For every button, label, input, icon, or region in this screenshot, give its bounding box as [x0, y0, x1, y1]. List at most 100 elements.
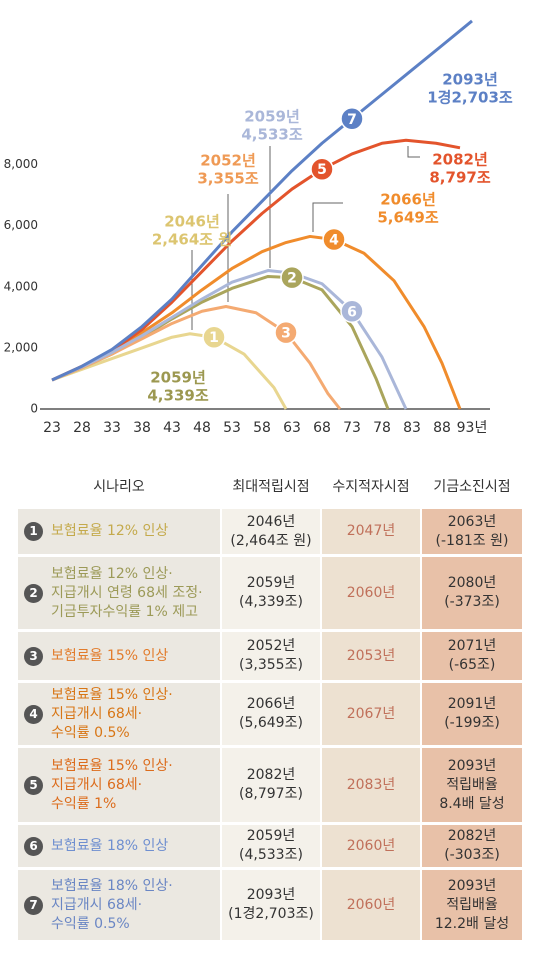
peak-cell: 2059년 (4,339조): [222, 557, 320, 629]
x-tick-label: 53: [223, 420, 241, 436]
x-tick-label: 78: [373, 420, 391, 436]
x-tick-label: 38: [133, 420, 151, 436]
peak-line: 2093년: [246, 887, 296, 903]
scenario-number: 7: [24, 895, 43, 915]
series-line: [51, 19, 473, 382]
depletion-text: 2082년 (-303조): [444, 827, 500, 865]
scenario-line: 지급개시 68세·: [51, 776, 143, 793]
peak-text: 2059년 (4,339조): [239, 574, 303, 612]
depletion-text: 2093년 적립배율 8.4배 달성: [439, 757, 504, 814]
depletion-cell: 2071년 (-65조): [422, 632, 522, 680]
peak-line: 2059년: [246, 575, 296, 591]
scenario-number: 4: [24, 704, 43, 724]
annotation: 2082년: [432, 151, 488, 169]
annotation: 5,649조: [377, 209, 438, 227]
peak-text: 2066년 (5,649조): [239, 695, 303, 733]
table: 시나리오 최대적립시점 수지적자시점 기금소진시점 1 보험료율 12% 인상 2046년 (…: [18, 470, 522, 940]
scenario-cell: 6 보험료율 18% 인상: [18, 825, 220, 867]
annotation: 2066년: [380, 191, 436, 209]
depletion-line: 2080년: [447, 575, 497, 591]
peak-line: 2082년: [246, 767, 296, 783]
scenario-text: 보험료율 12% 인상: [51, 522, 168, 541]
leader-line: [312, 202, 343, 232]
depletion-text: 2063년 (-181조 원): [436, 513, 509, 551]
x-tick-label: 23: [43, 420, 61, 436]
annotation: 4,339조: [147, 387, 208, 405]
scenario-text: 보험료율 12% 인상· 지급개시 연령 68세 조정· 기금투자수익률 1% 제고: [51, 565, 203, 622]
annotation: 2093년: [442, 71, 498, 89]
depletion-cell: 2093년 적립배율 12.2배 달성: [422, 870, 522, 940]
deficit-cell: 2053년: [322, 632, 420, 680]
scenario-text: 보험료율 18% 인상· 지급개시 68세· 수익률 0.5%: [51, 877, 173, 934]
scenario-number: 2: [24, 583, 43, 603]
annotation: 2,464조 원: [152, 231, 232, 249]
series-line: [51, 332, 288, 410]
series-line: [51, 138, 461, 382]
legend-label: 6: [347, 304, 357, 320]
peak-line: 2059년: [246, 828, 296, 844]
column-header: 최대적립시점: [222, 470, 320, 506]
depletion-cell: 2080년 (-373조): [422, 557, 522, 629]
series-marker: [340, 107, 364, 131]
x-tick-label: 93년: [457, 420, 488, 436]
deficit-cell: 2083년: [322, 748, 420, 822]
x-tick-label: 33: [103, 420, 121, 436]
depletion-line: (-199조): [444, 715, 500, 731]
y-tick-label: 0: [30, 402, 38, 416]
scenario-line: 수익률 1%: [51, 795, 117, 812]
peak-line: (4,339조): [239, 594, 303, 610]
annotation: 1경2,703조: [427, 89, 513, 107]
depletion-cell: 2082년 (-303조): [422, 825, 522, 867]
series-marker: [340, 299, 364, 323]
series-line: [51, 234, 462, 410]
x-tick-label: 28: [73, 420, 91, 436]
y-tick-label: 2,000: [4, 340, 38, 354]
deficit-cell: 2060년: [322, 557, 420, 629]
scenario-cell: 4 보험료율 15% 인상· 지급개시 68세· 수익률 0.5%: [18, 683, 220, 745]
deficit-cell: 2060년: [322, 825, 420, 867]
series-marker: [310, 157, 334, 181]
peak-line: 2066년: [246, 696, 296, 712]
annotation: 8,797조: [429, 169, 490, 187]
scenario-text: 보험료율 15% 인상: [51, 647, 168, 666]
scenario-line: 보험료율 15% 인상·: [51, 757, 173, 774]
scenario-number: 1: [24, 522, 43, 541]
peak-line: 2052년: [246, 638, 296, 654]
depletion-line: 2082년: [447, 828, 497, 844]
peak-line: (4,533조): [239, 847, 303, 863]
peak-cell: 2093년 (1경2,703조): [222, 870, 320, 940]
depletion-line: (-181조 원): [435, 532, 509, 549]
scenario-text: 보험료율 18% 인상: [51, 837, 168, 856]
depletion-line: 2091년: [447, 696, 497, 712]
depletion-line: 2093년: [447, 877, 497, 894]
series-marker: [274, 320, 298, 345]
scenario-line: 기금투자수익률 1% 제고: [51, 603, 199, 620]
x-tick-label: 88: [433, 420, 451, 436]
depletion-line: 2063년: [447, 513, 497, 530]
scenario-number: 5: [24, 775, 43, 795]
y-tick-label: 4,000: [4, 279, 38, 293]
scenario-line: 지급개시 68세·: [51, 705, 143, 722]
peak-line: (5,649조): [239, 715, 303, 731]
depletion-line: 12.2배 달성: [434, 915, 510, 932]
scenario-line: 보험료율 15% 인상: [51, 647, 169, 664]
annotation: 2059년: [244, 108, 300, 126]
annotation: 2046년: [164, 213, 220, 231]
depletion-line: (-65조): [448, 657, 496, 673]
scenario-line: 보험료율 12% 인상: [51, 523, 169, 539]
legend-label: 3: [281, 326, 291, 342]
peak-cell: 2059년 (4,533조): [222, 825, 320, 867]
peak-line: (8,797조): [239, 786, 303, 802]
scenario-cell: 1 보험료율 12% 인상: [18, 509, 220, 554]
column-header: 수지적자시점: [322, 470, 420, 506]
depletion-line: 2093년: [447, 757, 497, 774]
annotation: 2059년: [150, 369, 206, 387]
x-tick-label: 68: [313, 420, 331, 436]
scenario-line: 지급개시 68세·: [51, 896, 143, 913]
x-tick-label: 43: [163, 420, 181, 436]
depletion-text: 2093년 적립배율 12.2배 달성: [435, 877, 509, 934]
scenario-line: 보험료율 18% 인상: [51, 837, 169, 854]
depletion-line: (-373조): [444, 594, 500, 610]
legend-label: 1: [209, 330, 219, 346]
